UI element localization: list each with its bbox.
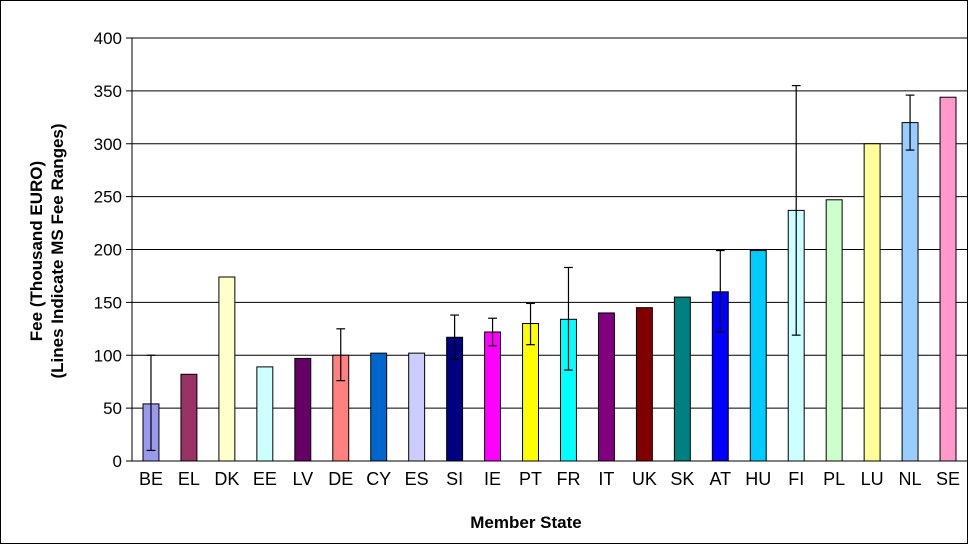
bar-ES: [408, 352, 426, 462]
x-tick-label-IT: IT: [598, 469, 614, 489]
x-tick-label-UK: UK: [632, 469, 657, 489]
y-tick-label-350: 350: [94, 82, 122, 101]
x-tick-label-EE: EE: [253, 469, 277, 489]
x-tick-label-NL: NL: [899, 469, 922, 489]
x-tick-label-IE: IE: [484, 469, 501, 489]
bar-SK: [673, 296, 691, 462]
x-tick-label-BE: BE: [139, 469, 163, 489]
x-tick-label-PL: PL: [823, 469, 845, 489]
x-tick-label-PT: PT: [519, 469, 542, 489]
y-axis-title-line2: (Lines Indicate MS Fee Ranges): [48, 123, 67, 378]
bar-EE: [256, 366, 274, 462]
bar-IE: [484, 331, 502, 462]
y-tick-label-300: 300: [94, 135, 122, 154]
bar-EL: [180, 373, 198, 462]
x-tick-label-CY: CY: [366, 469, 391, 489]
y-axis-title-line1: Fee (Thousand EURO): [27, 161, 46, 341]
bar-NL: [901, 122, 919, 462]
x-tick-label-SI: SI: [446, 469, 463, 489]
bar-CY: [370, 352, 388, 462]
bar-HU: [749, 250, 767, 462]
y-tick-label-400: 400: [94, 29, 122, 48]
x-tick-label-AT: AT: [709, 469, 731, 489]
y-tick-label-200: 200: [94, 241, 122, 260]
bar-IT: [597, 312, 615, 462]
x-tick-label-EL: EL: [178, 469, 200, 489]
bar-LU: [863, 143, 881, 462]
x-tick-label-FR: FR: [556, 469, 580, 489]
y-tick-label-50: 50: [103, 399, 122, 418]
bar-LV: [294, 357, 312, 462]
bar-DK: [218, 276, 236, 462]
y-tick-label-100: 100: [94, 346, 122, 365]
x-tick-label-LV: LV: [292, 469, 313, 489]
bar-PL: [825, 199, 843, 462]
x-tick-label-ES: ES: [405, 469, 429, 489]
x-tick-label-SK: SK: [670, 469, 694, 489]
bar-SE: [939, 96, 957, 462]
x-tick-label-DK: DK: [214, 469, 239, 489]
x-axis-title: Member State: [470, 513, 581, 532]
x-tick-label-HU: HU: [745, 469, 771, 489]
x-tick-label-FI: FI: [788, 469, 804, 489]
bar-UK: [635, 307, 653, 462]
x-tick-label-LU: LU: [861, 469, 884, 489]
x-tick-label-SE: SE: [936, 469, 960, 489]
x-tick-label-DE: DE: [328, 469, 353, 489]
y-tick-label-0: 0: [113, 452, 122, 471]
y-tick-label-250: 250: [94, 188, 122, 207]
y-tick-label-150: 150: [94, 293, 122, 312]
